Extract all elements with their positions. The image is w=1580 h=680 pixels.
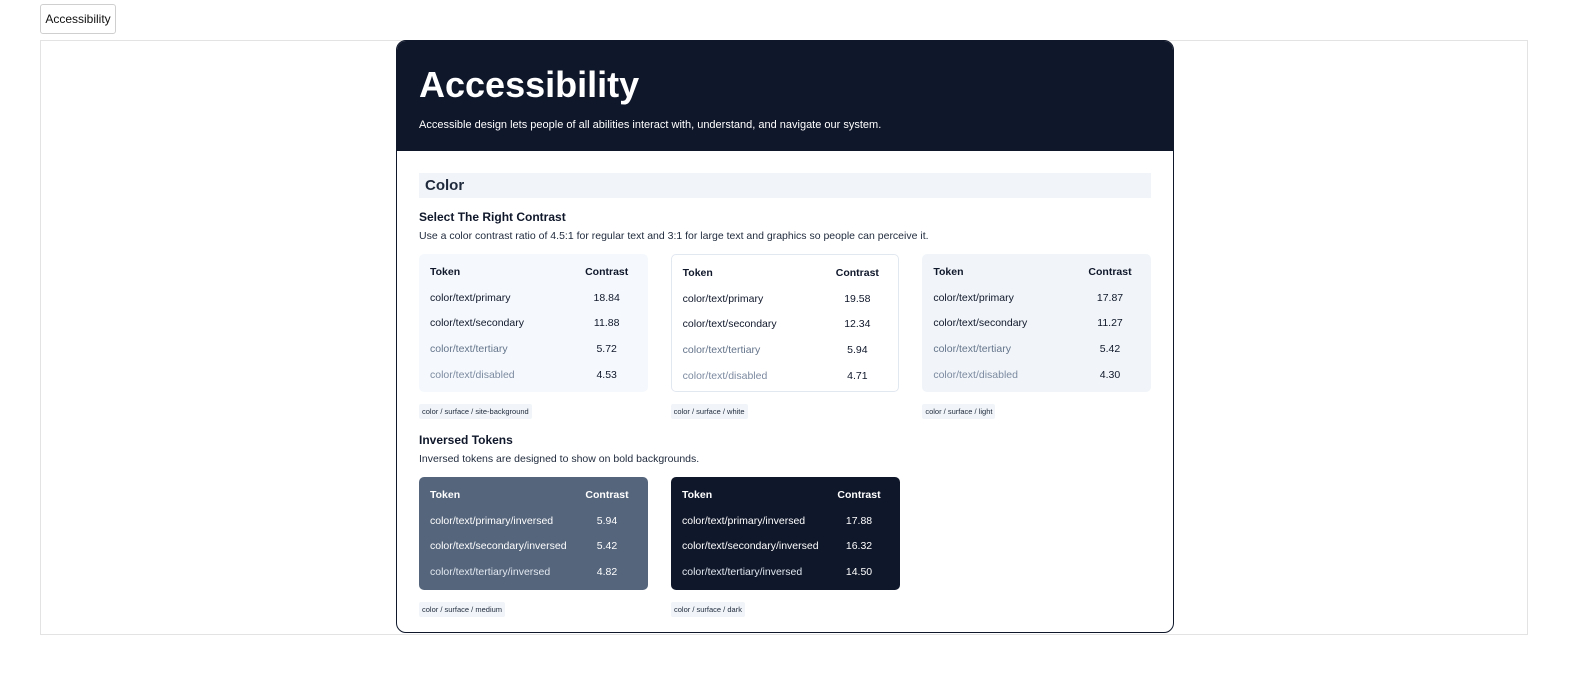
header-contrast: Contrast (837, 488, 881, 501)
token-name: color/text/secondary (682, 318, 777, 331)
section-title: Color (419, 173, 1151, 198)
contrast-value: 4.71 (847, 369, 868, 382)
table-header: Token Contrast (430, 259, 637, 285)
table-row: color/text/primary 17.87 (933, 285, 1140, 311)
table-header: Token Contrast (933, 259, 1140, 285)
table-row: color/text/primary 18.84 (430, 285, 637, 311)
contrast-value: 12.34 (844, 318, 871, 331)
token-name: color/text/tertiary (430, 342, 508, 355)
surface-tag: color / surface / dark (671, 602, 745, 617)
header-token: Token (430, 488, 461, 501)
token-table-group: Token Contrast color/text/primary/inversed… (671, 477, 900, 617)
table-row: color/text/tertiary/inversed 14.50 (682, 559, 889, 585)
contrast-table: Token Contrast color/text/primary/inversed… (419, 477, 648, 590)
header-token: Token (430, 265, 461, 278)
token-name: color/text/primary (933, 291, 1014, 304)
token-name: color/text/tertiary (933, 342, 1011, 355)
table-row: color/text/primary/inversed 17.88 (682, 508, 889, 534)
token-name: color/text/primary/inversed (430, 514, 554, 527)
table-row: color/text/secondary/inversed 16.32 (682, 533, 889, 559)
contrast-value: 17.87 (1096, 291, 1124, 304)
table-row: color/text/secondary/inversed 5.42 (430, 533, 637, 559)
contrast-table: Token Contrast color/text/primary/inversed… (671, 477, 900, 590)
token-name: color/text/secondary (430, 317, 524, 330)
contrast-value: 4.53 (596, 368, 617, 381)
inversed-description: Inversed tokens are designed to show on … (419, 453, 700, 465)
contrast-table: Token Contrast color/text/primary 18.84 colo… (419, 254, 648, 392)
header-token: Token (682, 266, 713, 279)
contrast-value: 16.32 (845, 540, 873, 553)
table-header: Token Contrast (682, 482, 889, 508)
surface-tag: color / surface / medium (419, 602, 506, 617)
table-row: color/text/primary 19.58 (683, 286, 888, 312)
surface-tag: color / surface / light (922, 404, 996, 419)
table-header: Token Contrast (683, 260, 888, 286)
token-name: color/text/tertiary (682, 343, 761, 356)
table-row: color/text/tertiary 5.72 (430, 336, 637, 362)
contrast-value: 5.42 (1099, 342, 1121, 355)
surface-tag: color / surface / white (670, 404, 748, 419)
page-subtitle: Accessible design lets people of all abi… (419, 119, 882, 131)
inversed-heading: Inversed Tokens (419, 433, 513, 447)
header-contrast: Contrast (1088, 265, 1132, 278)
token-name: color/text/secondary/inversed (682, 540, 819, 553)
table-row: color/text/secondary 11.88 (430, 310, 637, 336)
page-header: Accessibility Accessible design lets peo… (397, 41, 1173, 151)
table-row: color/text/secondary 12.34 (683, 311, 888, 337)
header-contrast: Contrast (835, 266, 879, 279)
contrast-value: 4.82 (596, 565, 618, 578)
token-name: color/text/secondary/inversed (430, 540, 567, 553)
table-row: color/text/tertiary 5.42 (933, 336, 1140, 362)
contrast-table: Token Contrast color/text/primary 17.87 colo… (922, 254, 1152, 392)
contrast-value: 5.42 (596, 540, 618, 553)
token-name: color/text/disabled (430, 368, 515, 381)
table-row: color/text/secondary 11.27 (933, 310, 1140, 336)
surface-tag: color / surface / site-background (419, 404, 532, 419)
contrast-table: Token Contrast color/text/primary 19.58 colo… (670, 254, 900, 392)
token-name: color/text/tertiary/inversed (682, 565, 803, 578)
table-row: color/text/disabled 4.30 (933, 362, 1140, 388)
token-table-group: Token Contrast color/text/primary/inversed… (419, 477, 648, 617)
header-contrast: Contrast (585, 488, 629, 501)
token-name: color/text/disabled (933, 368, 1018, 381)
token-name: color/text/primary/inversed (682, 514, 806, 527)
token-name: color/text/secondary (933, 317, 1028, 330)
contrast-value: 11.27 (1097, 317, 1123, 330)
contrast-value: 5.72 (596, 342, 617, 355)
contrast-value: 11.88 (593, 317, 620, 330)
token-table-group: Token Contrast color/text/primary 19.58 colo… (670, 254, 900, 419)
table-row: color/text/primary/inversed 5.94 (430, 508, 637, 534)
tab-accessibility[interactable]: Accessibility (40, 4, 116, 34)
token-name: color/text/tertiary/inversed (430, 565, 551, 578)
accessibility-card: Accessibility Accessible design lets peo… (396, 40, 1174, 633)
header-token: Token (682, 488, 713, 501)
token-name: color/text/primary (682, 292, 764, 305)
page-title: Accessibility (419, 64, 640, 105)
token-name: color/text/primary (430, 291, 511, 304)
contrast-heading: Select The Right Contrast (419, 210, 566, 224)
header-contrast: Contrast (585, 265, 629, 278)
contrast-value: 4.30 (1099, 368, 1121, 381)
table-row: color/text/disabled 4.53 (430, 362, 637, 388)
token-table-group: Token Contrast color/text/primary 18.84 colo… (419, 254, 648, 419)
contrast-value: 5.94 (596, 514, 618, 527)
contrast-value: 17.88 (845, 514, 873, 527)
token-name: color/text/disabled (682, 369, 768, 382)
table-row: color/text/tertiary/inversed 4.82 (430, 559, 637, 585)
table-row: color/text/tertiary 5.94 (683, 337, 888, 363)
contrast-value: 19.58 (844, 292, 871, 305)
contrast-value: 14.50 (845, 565, 873, 578)
token-table-group: Token Contrast color/text/primary 17.87 colo… (922, 254, 1152, 419)
contrast-description: Use a color contrast ratio of 4.5:1 for … (419, 230, 929, 242)
table-header: Token Contrast (430, 482, 637, 508)
contrast-value: 18.84 (593, 291, 620, 304)
contrast-value: 5.94 (847, 343, 868, 356)
header-token: Token (933, 265, 964, 278)
table-row: color/text/disabled 4.71 (683, 363, 888, 389)
